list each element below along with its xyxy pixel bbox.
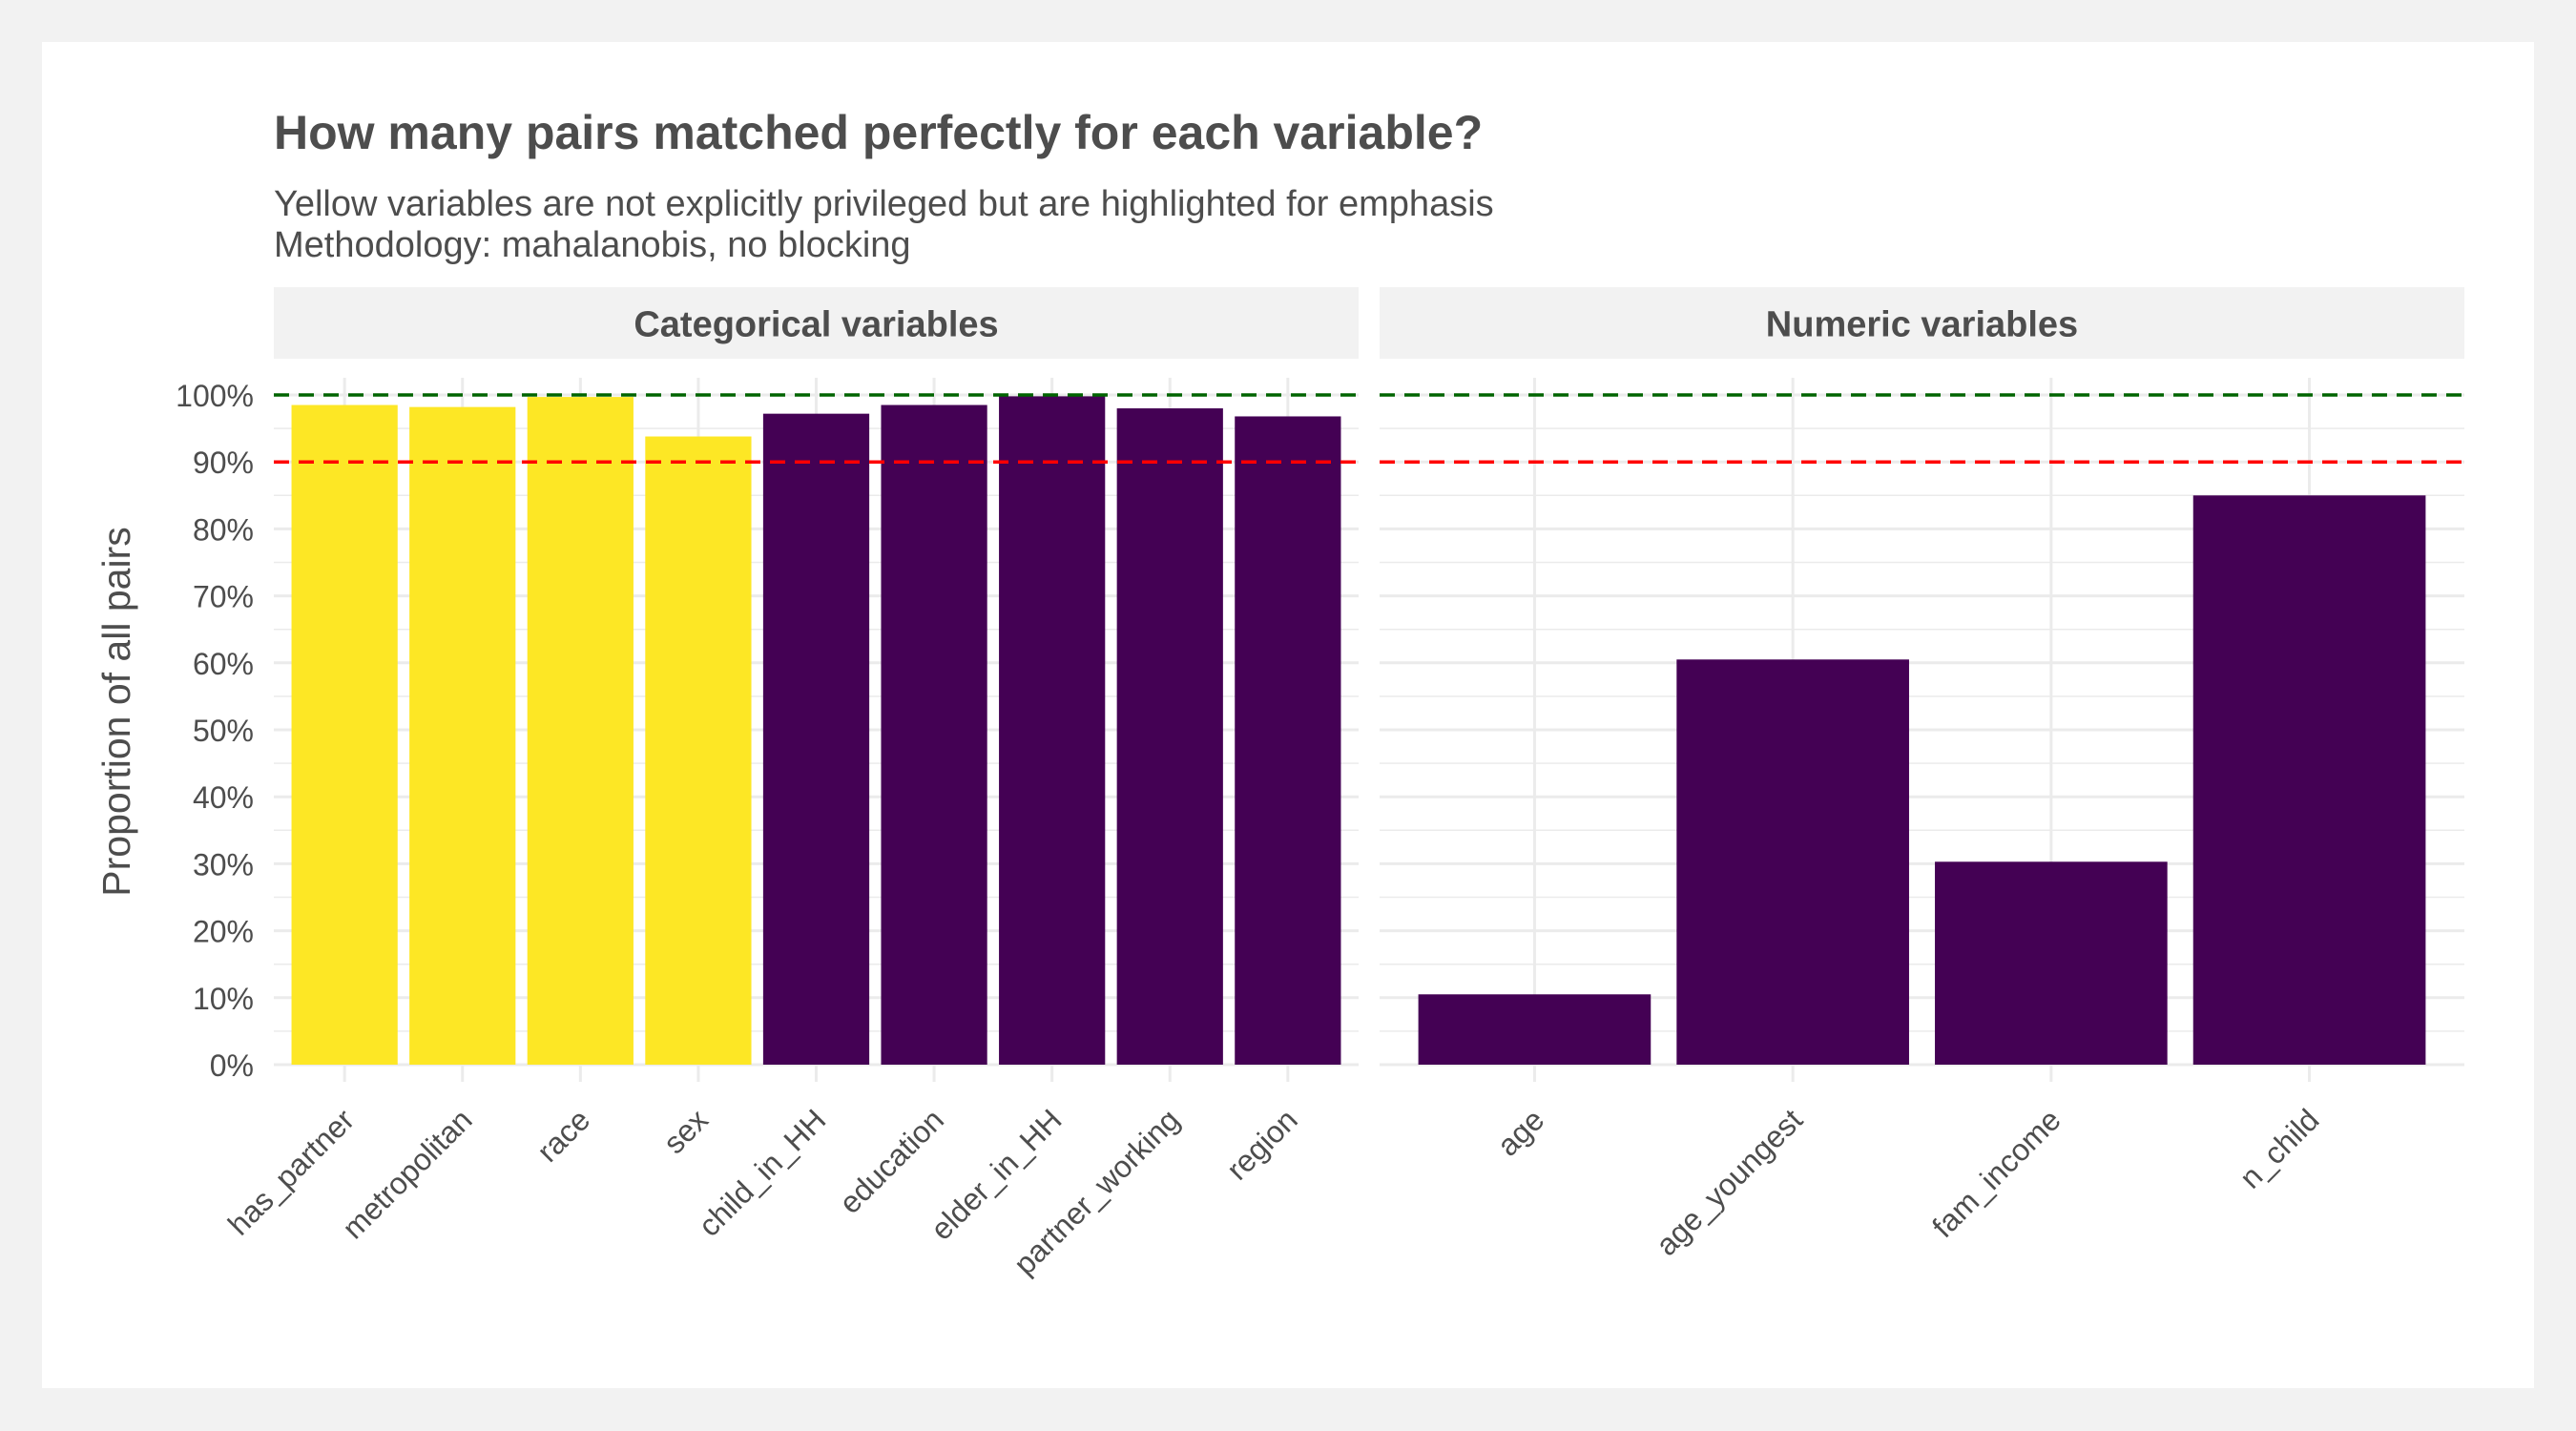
x-tick-label: child_in_HH bbox=[692, 1102, 832, 1242]
y-axis-title: Proportion of all pairs bbox=[94, 527, 138, 896]
y-tick-label: 90% bbox=[193, 446, 254, 480]
bar-age bbox=[1418, 994, 1652, 1065]
bar-region bbox=[1235, 416, 1341, 1065]
x-tick-label: education bbox=[832, 1102, 950, 1220]
bar-education bbox=[881, 404, 987, 1065]
x-tick-label: age_youngest bbox=[1649, 1102, 1809, 1262]
bar-partner_working bbox=[1116, 408, 1223, 1065]
y-tick-label: 100% bbox=[176, 379, 254, 413]
x-tick-label: n_child bbox=[2233, 1102, 2325, 1194]
x-tick-label: age bbox=[1490, 1102, 1550, 1162]
chart-subtitle-line-2: Methodology: mahalanobis, no blocking bbox=[274, 225, 911, 265]
chart-title: How many pairs matched perfectly for eac… bbox=[274, 106, 1483, 159]
bar-race bbox=[527, 397, 634, 1066]
facet-strip-label: Categorical variables bbox=[634, 305, 998, 345]
x-tick-label: region bbox=[1219, 1102, 1303, 1186]
bar-sex bbox=[645, 436, 752, 1065]
y-tick-label: 60% bbox=[193, 647, 254, 681]
x-tick-label: sex bbox=[656, 1102, 715, 1160]
bar-child_in_HH bbox=[762, 413, 870, 1065]
plot-area: 0% 10% 20% 30% 40% 50% 60% 70% 80% 90% 100% Categor… bbox=[176, 287, 2464, 1281]
bar-has_partner bbox=[291, 404, 398, 1065]
y-tick-label: 20% bbox=[193, 915, 254, 949]
bar-n_child bbox=[2192, 495, 2426, 1065]
x-tick-label: fam_income bbox=[1925, 1102, 2067, 1244]
y-tick-label: 30% bbox=[193, 847, 254, 881]
y-tick-label: 0% bbox=[210, 1048, 254, 1083]
x-tick-label: race bbox=[530, 1102, 596, 1168]
y-tick-label: 10% bbox=[193, 982, 254, 1016]
chart-subtitle-line-1: Yellow variables are not explicitly priv… bbox=[274, 184, 1494, 224]
chart-canvas: How many pairs matched perfectly for eac… bbox=[94, 106, 2464, 1281]
y-tick-label: 40% bbox=[193, 780, 254, 815]
bar-metropolitan bbox=[409, 406, 516, 1065]
y-tick-label: 80% bbox=[193, 512, 254, 547]
facet-strip-label: Numeric variables bbox=[1766, 305, 2078, 345]
bar-fam_income bbox=[1935, 861, 2168, 1065]
chart-panel: How many pairs matched perfectly for eac… bbox=[42, 42, 2534, 1388]
facet-strip bbox=[274, 287, 1359, 359]
bar-age_youngest bbox=[1676, 659, 1909, 1065]
bar-elder_in_HH bbox=[999, 396, 1106, 1065]
y-tick-label: 50% bbox=[193, 714, 254, 748]
facet-strip bbox=[1380, 287, 2464, 359]
y-tick-label: 70% bbox=[193, 580, 254, 614]
